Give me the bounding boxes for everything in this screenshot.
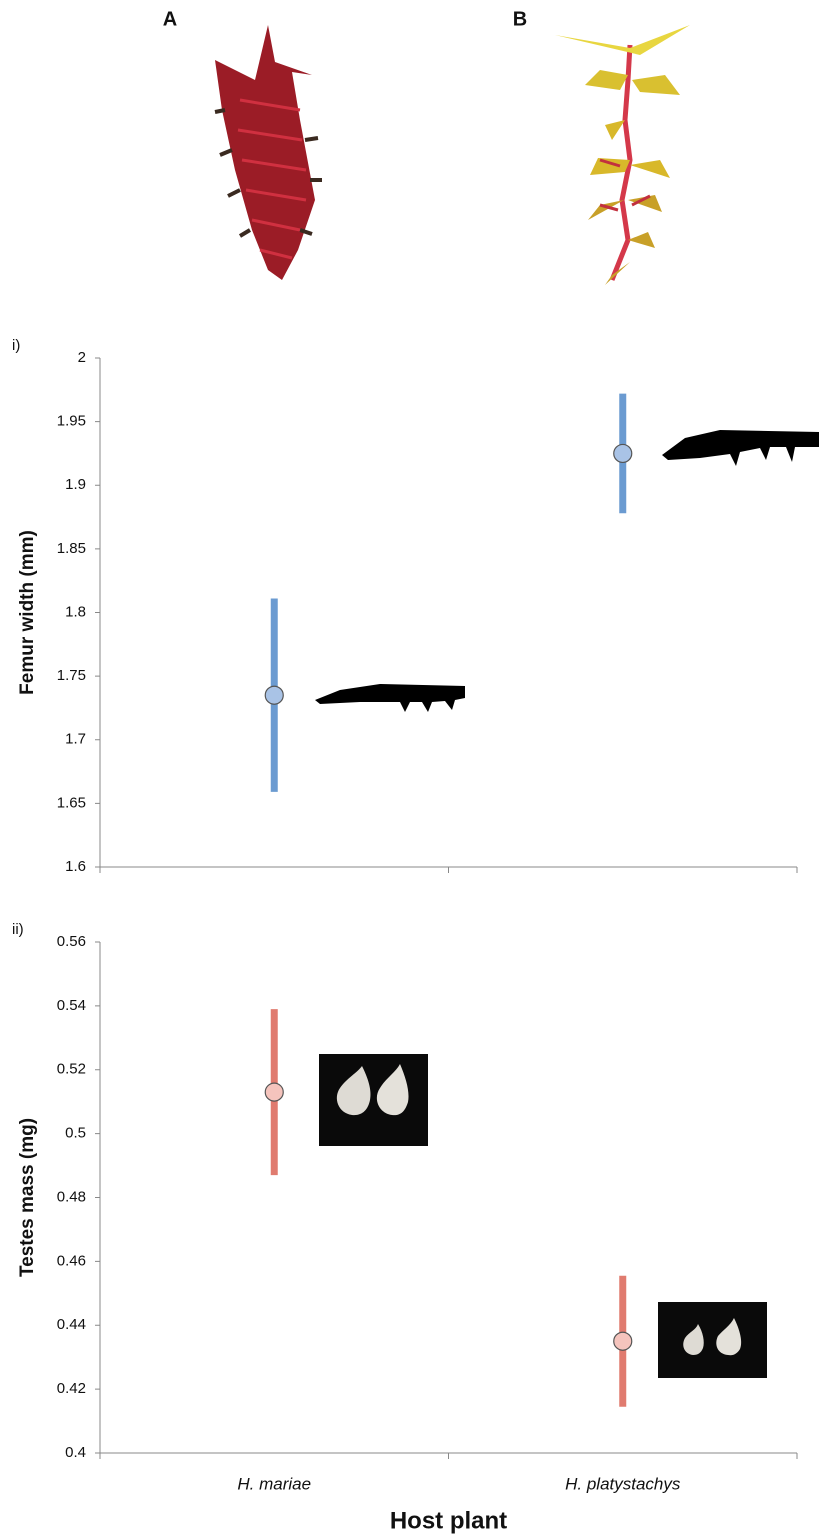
y-tick-label: 1.9 xyxy=(65,476,86,493)
y-tick-label: 1.8 xyxy=(65,603,86,620)
testes-photo xyxy=(319,1054,428,1146)
y-tick-label: 1.85 xyxy=(57,540,86,557)
mean-point xyxy=(613,1331,633,1351)
plant-b-image xyxy=(555,25,690,285)
x-tick-label: H. mariae xyxy=(237,1474,311,1493)
y-tick-label: 1.7 xyxy=(65,731,86,748)
panel-label: ii) xyxy=(12,921,24,938)
y-tick-label: 0.54 xyxy=(57,997,86,1014)
panel-label: i) xyxy=(12,337,20,354)
leg-silhouette xyxy=(315,684,465,712)
y-tick-label: 0.44 xyxy=(57,1316,86,1333)
mean-point xyxy=(264,685,284,705)
y-tick-label: 0.52 xyxy=(57,1061,86,1078)
mean-point xyxy=(613,443,633,464)
leg-silhouette xyxy=(662,430,819,466)
testes-photo xyxy=(658,1302,767,1378)
plant-a-image xyxy=(214,25,322,280)
panel-label: B xyxy=(513,8,527,30)
y-tick-label: 0.42 xyxy=(57,1380,86,1397)
y-tick-label: 1.95 xyxy=(57,413,86,430)
y-tick-label: 1.6 xyxy=(65,858,86,875)
y-tick-label: 0.4 xyxy=(65,1444,86,1461)
y-tick-label: 1.75 xyxy=(57,667,86,684)
panel-label: A xyxy=(163,8,177,30)
y-axis-label: Testes mass (mg) xyxy=(17,1118,38,1277)
y-tick-label: 1.65 xyxy=(57,794,86,811)
x-axis-label: Host plant xyxy=(390,1507,507,1534)
y-axis-label: Femur width (mm) xyxy=(17,530,38,695)
y-tick-label: 0.46 xyxy=(57,1252,86,1269)
y-tick-label: 2 xyxy=(78,349,86,366)
x-tick-label: H. platystachys xyxy=(565,1474,681,1493)
mean-point xyxy=(264,1082,284,1102)
y-tick-label: 0.48 xyxy=(57,1188,86,1205)
y-tick-label: 0.56 xyxy=(57,933,86,950)
y-tick-label: 0.5 xyxy=(65,1125,86,1142)
